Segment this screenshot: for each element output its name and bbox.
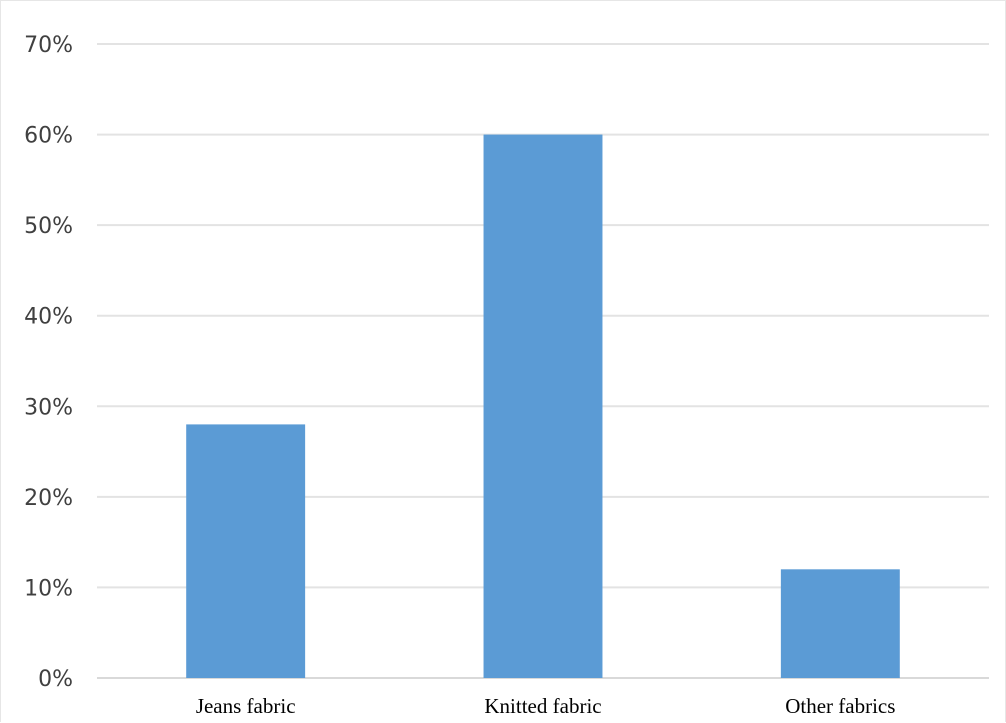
y-tick-label: 30% (24, 395, 73, 420)
x-axis-category-labels: Jeans fabric Knitted fabric Other fabrics (196, 694, 896, 718)
category-label: Knitted fabric (484, 694, 601, 718)
bar-knitted-fabric (483, 134, 603, 679)
y-tick-label: 10% (24, 576, 73, 601)
y-tick-label: 60% (24, 124, 73, 149)
y-tick-label: 70% (24, 33, 73, 58)
y-tick-label: 50% (24, 214, 73, 239)
y-tick-label: 0% (38, 667, 73, 692)
category-label: Jeans fabric (196, 694, 296, 718)
bar-jeans-fabric (186, 424, 306, 678)
category-label: Other fabrics (785, 694, 895, 718)
bars (186, 134, 900, 679)
y-tick-label: 20% (24, 486, 73, 511)
y-tick-label: 40% (24, 305, 73, 330)
bar-other-fabrics (780, 569, 900, 678)
y-axis-tick-labels: 0% 10% 20% 30% 40% 50% 60% 70% (24, 33, 73, 692)
